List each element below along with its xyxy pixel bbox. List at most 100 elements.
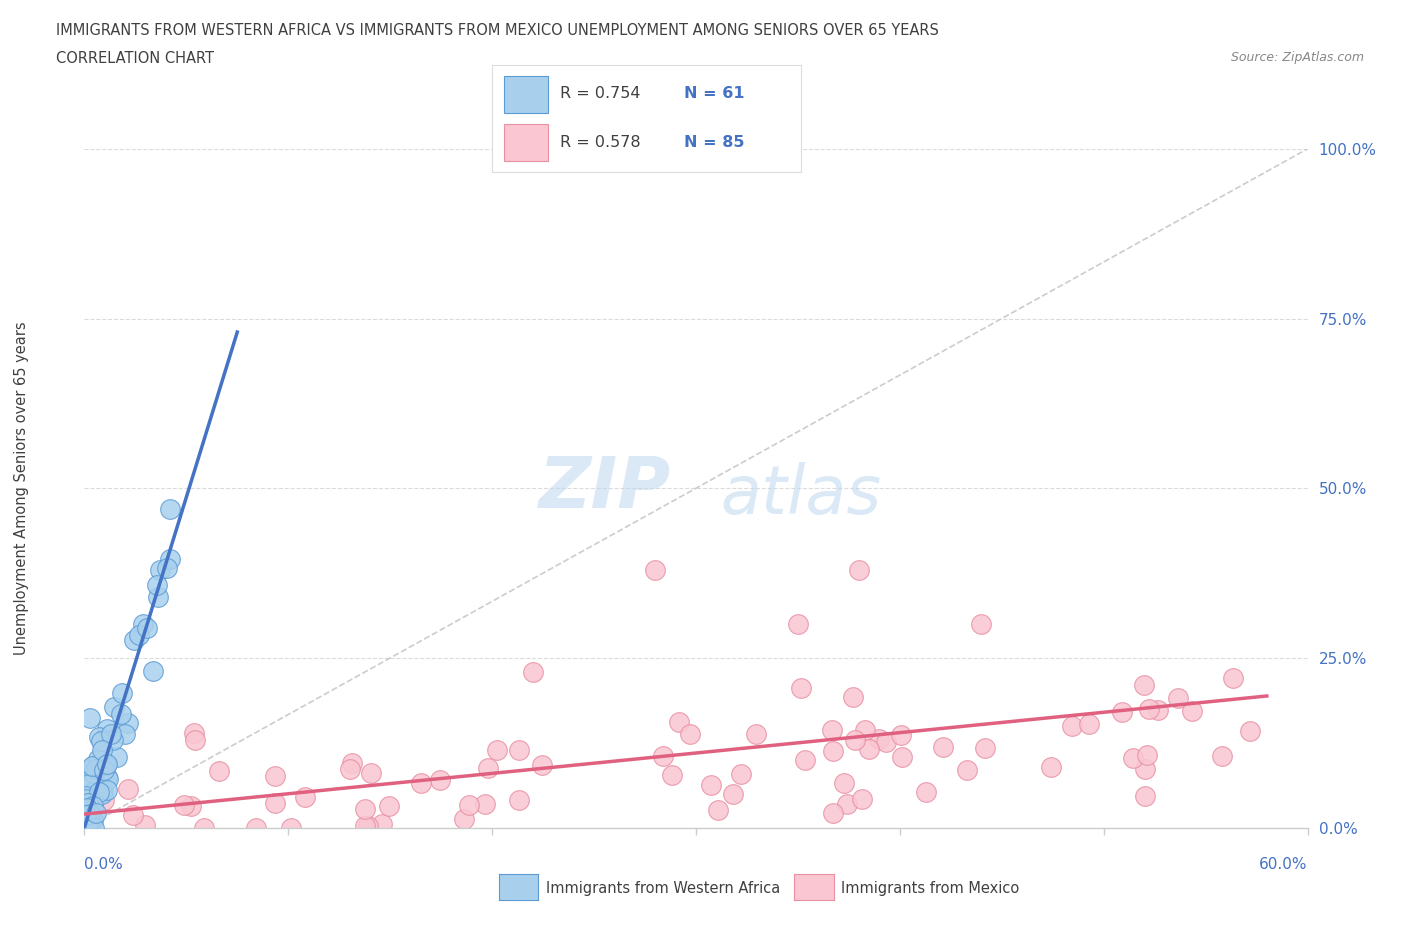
Point (83, 820, 105, 835)
Point (173, 798, 195, 813)
Point (77, 820, 100, 835)
Point (371, 817, 394, 831)
Point (787, 617, 810, 631)
Point (1211, 749, 1233, 764)
Point (508, 742, 530, 757)
Point (794, 753, 817, 768)
Point (87, 751, 110, 766)
Point (474, 796, 496, 811)
Point (156, 560, 179, 575)
Point (890, 728, 912, 743)
Point (745, 726, 768, 741)
Point (128, 628, 150, 643)
Point (91, 787, 114, 802)
Point (458, 798, 481, 813)
Point (832, 775, 855, 790)
Point (103, 699, 125, 714)
Point (891, 750, 914, 764)
Point (356, 819, 378, 834)
Text: Source: ZipAtlas.com: Source: ZipAtlas.com (1230, 51, 1364, 64)
Point (82, 812, 104, 827)
Point (844, 732, 866, 747)
Point (1239, 724, 1261, 739)
Point (75, 789, 97, 804)
Point (868, 731, 890, 746)
Point (96, 782, 118, 797)
Point (245, 820, 267, 835)
Point (149, 563, 172, 578)
Point (90, 733, 112, 748)
Point (159, 551, 181, 566)
Point (75, 807, 97, 822)
Point (853, 723, 876, 737)
Point (82, 784, 104, 799)
Point (263, 769, 285, 784)
Point (823, 744, 845, 759)
Point (79, 711, 101, 725)
Text: 60.0%: 60.0% (1260, 857, 1308, 872)
Point (411, 776, 433, 790)
Point (77, 803, 100, 817)
Point (932, 740, 955, 755)
Point (91, 784, 114, 799)
Point (679, 726, 702, 741)
Point (858, 742, 880, 757)
Point (79, 815, 101, 830)
Point (122, 632, 145, 647)
Point (207, 764, 229, 778)
Point (1222, 671, 1244, 685)
Point (294, 790, 316, 804)
Point (1136, 747, 1159, 762)
Point (652, 749, 675, 764)
Point (453, 812, 475, 827)
Point (79, 771, 101, 786)
Point (84, 791, 107, 806)
Point (1133, 678, 1156, 693)
Point (821, 723, 844, 737)
Point (508, 792, 530, 807)
Point (707, 803, 730, 817)
Text: atlas: atlas (720, 462, 882, 528)
Point (378, 799, 401, 814)
Point (75, 798, 97, 813)
Point (111, 685, 134, 700)
Point (699, 777, 721, 792)
Point (77, 810, 100, 825)
Point (96, 758, 118, 773)
Point (114, 726, 136, 741)
Point (1039, 759, 1062, 774)
Point (100, 727, 122, 742)
Point (117, 716, 139, 731)
Point (837, 797, 859, 812)
Point (522, 664, 544, 679)
Point (974, 741, 997, 756)
Text: ZIP: ZIP (540, 454, 672, 523)
Text: CORRELATION CHART: CORRELATION CHART (56, 51, 214, 66)
Point (1135, 789, 1157, 804)
Point (730, 767, 752, 782)
Point (117, 782, 139, 797)
Point (354, 802, 377, 817)
Point (76, 796, 98, 811)
Point (875, 735, 897, 750)
Point (110, 707, 132, 722)
Point (354, 818, 377, 833)
Point (96, 770, 118, 785)
Point (668, 714, 690, 729)
Point (146, 578, 169, 592)
Point (135, 620, 157, 635)
Point (75, 815, 97, 830)
Point (851, 791, 873, 806)
FancyBboxPatch shape (505, 76, 548, 113)
Point (821, 806, 844, 821)
Point (180, 799, 202, 814)
Point (841, 689, 863, 704)
Text: R = 0.578: R = 0.578 (560, 135, 641, 150)
Text: N = 61: N = 61 (683, 86, 744, 101)
Point (1137, 701, 1160, 716)
Point (82, 765, 104, 780)
Point (339, 762, 361, 777)
Point (75, 819, 97, 834)
Point (86, 805, 108, 820)
Point (76, 791, 98, 806)
